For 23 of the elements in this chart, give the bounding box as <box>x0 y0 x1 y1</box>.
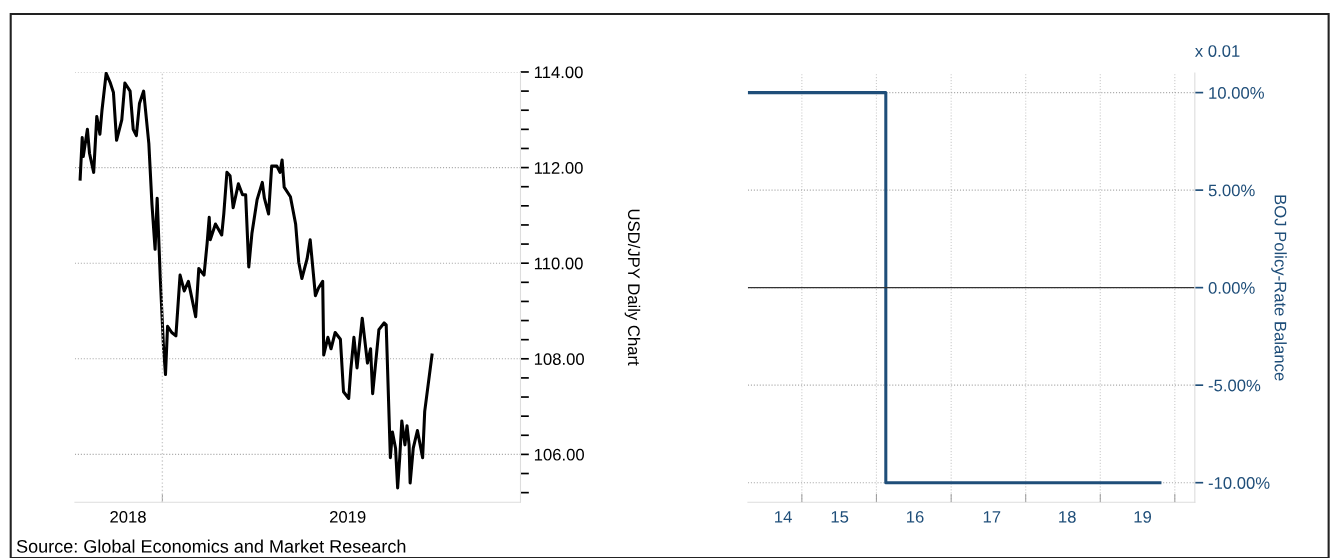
y-tick-label: 5.00% <box>1208 184 1255 197</box>
x-tick-label: 19 <box>1134 510 1152 523</box>
y-tick-label: 106.00 <box>534 448 584 461</box>
y-tick-label: 108.00 <box>534 353 584 365</box>
text: x 0.01 <box>1195 45 1240 57</box>
source-note: Source: Global Economics and Market Research <box>16 539 406 553</box>
y-tick-label: 110.00 <box>534 257 583 270</box>
line-series <box>78 71 434 490</box>
y-tick-label: 112.00 <box>534 161 583 174</box>
y-tick-label: 10.00% <box>1209 87 1264 99</box>
x-tick-label: 16 <box>907 510 924 523</box>
y-tick-label: -10.00% <box>1208 477 1270 489</box>
y-tick-label: 0.00% <box>1208 282 1255 294</box>
x-tick-label: 14 <box>775 511 792 523</box>
x-tick-label: 2019 <box>329 510 366 523</box>
y-axis-title: BOJ Policy-Rate Balance <box>1271 195 1287 381</box>
x-tick-label: 2018 <box>110 510 146 523</box>
y-axis-title: USD/JPY Daily Chart <box>624 209 641 366</box>
y-tick-label: 114.00 <box>534 66 583 79</box>
y-tick-label: -5.00% <box>1208 379 1261 392</box>
x-tick-label: 17 <box>983 511 1001 523</box>
x-tick-label: 15 <box>831 511 849 523</box>
x-tick-label: 18 <box>1059 510 1076 523</box>
